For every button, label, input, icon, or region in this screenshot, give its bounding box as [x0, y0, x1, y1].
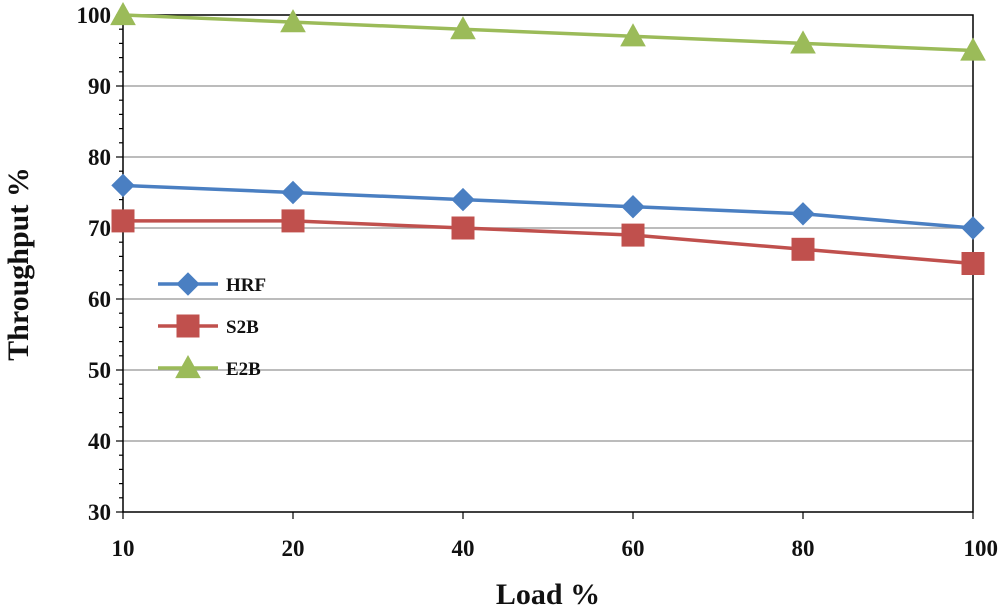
x-tick-label-60: 60 [622, 536, 645, 561]
series-group [110, 1, 986, 275]
data-point-hrf-20 [281, 180, 305, 205]
y-tick-label-30: 30 [88, 500, 111, 525]
data-point-e2b-20 [280, 9, 306, 33]
x-tick-label-40: 40 [452, 536, 475, 561]
legend-marker-hrf [176, 272, 200, 296]
data-point-s2b-100 [961, 252, 985, 275]
legend-marker-e2b [175, 354, 201, 379]
series-line-e2b [122, 13, 974, 53]
y-tick-label-70: 70 [88, 216, 111, 241]
data-point-e2b-60 [620, 23, 646, 47]
legend-label-e2b: E2B [226, 359, 261, 380]
x-tick-label-20: 20 [282, 536, 305, 561]
legend: HRF S2B E2B [158, 272, 266, 380]
series-hrf [111, 173, 985, 240]
series-e2b [110, 1, 986, 61]
x-tick-label-80: 80 [792, 536, 815, 561]
data-point-s2b-80 [791, 237, 815, 261]
y-tick-label-60: 60 [88, 287, 111, 312]
legend-marker-s2b [176, 314, 200, 338]
data-point-e2b-10 [110, 1, 136, 26]
plot-area-border [122, 14, 974, 513]
x-axis-title: Load % [496, 578, 600, 609]
y-tick-label-80: 80 [88, 145, 111, 170]
series-line-hrf [122, 183, 974, 230]
data-point-s2b-20 [281, 209, 305, 233]
legend-label-s2b: S2B [226, 317, 259, 338]
data-point-hrf-10 [111, 173, 135, 198]
data-point-s2b-40 [451, 216, 475, 240]
y-tick-label-100: 100 [77, 3, 112, 28]
series-line-s2b [123, 219, 974, 266]
y-tick-label-50: 50 [88, 358, 111, 383]
data-point-hrf-80 [791, 202, 815, 226]
y-axis-title: Throughput % [2, 167, 35, 361]
data-point-hrf-40 [451, 187, 475, 212]
y-tick-label-90: 90 [88, 74, 111, 99]
x-tick-label-10: 10 [112, 536, 135, 561]
data-point-s2b-60 [621, 223, 645, 247]
y-tick-label-40: 40 [88, 429, 111, 454]
data-point-s2b-10 [111, 209, 135, 233]
legend-label-hrf: HRF [226, 275, 266, 296]
data-point-hrf-60 [621, 194, 645, 219]
data-point-e2b-40 [450, 16, 476, 40]
data-point-e2b-80 [790, 30, 816, 54]
series-s2b [111, 209, 985, 275]
data-point-hrf-100 [961, 216, 985, 240]
gridlines [123, 85, 973, 442]
data-point-e2b-100 [960, 37, 986, 61]
x-tick-label-100: 100 [964, 536, 999, 561]
